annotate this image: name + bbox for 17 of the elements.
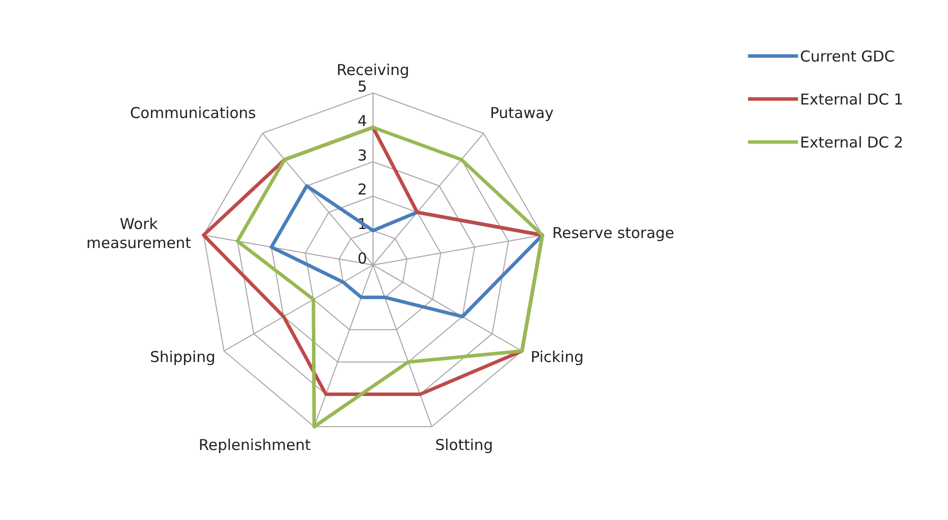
legend-label: External DC 2 bbox=[800, 133, 904, 152]
spoke-label: Replenishment bbox=[198, 436, 311, 454]
y-tick-label: 2 bbox=[357, 180, 367, 199]
spoke-label: Shipping bbox=[150, 348, 216, 366]
spoke-label: Work measurement bbox=[86, 215, 192, 252]
spoke-label: Receiving bbox=[336, 61, 410, 79]
spoke-label: Putaway bbox=[490, 104, 554, 122]
legend-label: External DC 1 bbox=[800, 90, 904, 108]
spoke-label: Reserve storage bbox=[552, 224, 674, 242]
spoke-label: Picking bbox=[530, 348, 584, 366]
y-tick-label: 0 bbox=[357, 250, 367, 268]
spoke-label: Slotting bbox=[435, 436, 494, 454]
y-tick-label: 5 bbox=[357, 78, 367, 96]
y-tick-label: 4 bbox=[357, 112, 367, 130]
spoke-label: Communications bbox=[130, 104, 256, 122]
legend-label: Current GDC bbox=[800, 47, 895, 66]
y-tick-label: 3 bbox=[357, 146, 367, 164]
